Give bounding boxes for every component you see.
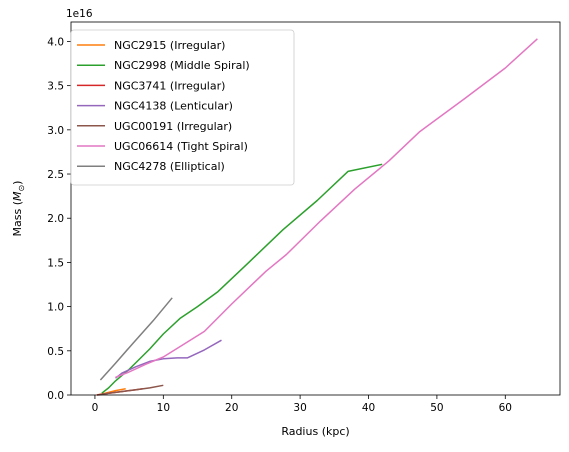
x-tick-label-5: 50 xyxy=(430,402,443,414)
legend-label-3: NGC4138 (Lenticular) xyxy=(114,100,233,113)
legend-label-0: NGC2915 (Irregular) xyxy=(114,39,225,52)
y-axis-label-subscript: ⊙ xyxy=(17,185,26,192)
legend-box xyxy=(70,29,295,186)
legend: NGC2915 (Irregular) NGC2998 (Middle Spira… xyxy=(70,29,295,186)
y-tick-label-3: 1.5 xyxy=(47,257,64,269)
plot-frame xyxy=(70,21,561,396)
y-axis: 0.0 0.5 1.0 1.5 2.0 2.5 3.0 3.5 4.0 xyxy=(47,36,71,402)
y-offset-label: 1e16 xyxy=(66,8,93,20)
y-tick-label-1: 0.5 xyxy=(47,346,64,358)
legend-label-2: NGC3741 (Irregular) xyxy=(114,79,225,92)
y-tick-label-5: 2.5 xyxy=(47,169,64,181)
x-tick-label-0: 0 xyxy=(92,402,99,414)
series-line-6 xyxy=(99,297,173,381)
series-line-1 xyxy=(101,163,383,394)
x-tick-label-3: 30 xyxy=(293,402,306,414)
series-line-5 xyxy=(115,38,538,378)
y-tick-label-0: 0.0 xyxy=(47,390,64,402)
y-tick-label-4: 2.0 xyxy=(47,213,64,225)
x-tick-label-6: 60 xyxy=(499,402,512,414)
y-axis-label-end: ) xyxy=(11,181,24,185)
x-axis: 0 10 20 30 40 50 60 xyxy=(92,395,512,414)
series-line-4 xyxy=(98,384,164,396)
x-tick-label-2: 20 xyxy=(225,402,238,414)
x-tick-label-4: 40 xyxy=(362,402,375,414)
y-axis-label-main: Mass ( xyxy=(11,201,24,236)
plot-lines xyxy=(96,38,538,396)
x-axis-label: Radius (kpc) xyxy=(281,425,349,438)
legend-label-1: NGC2998 (Middle Spiral) xyxy=(114,59,250,72)
y-tick-label-7: 3.5 xyxy=(47,81,64,93)
y-axis-label: Mass (M⊙) xyxy=(11,181,26,237)
legend-label-5: UGC06614 (Tight Spiral) xyxy=(114,140,248,153)
legend-label-6: NGC4278 (Elliptical) xyxy=(114,160,225,173)
y-tick-label-8: 4.0 xyxy=(47,36,64,48)
x-tick-label-1: 10 xyxy=(157,402,170,414)
y-tick-label-6: 3.0 xyxy=(47,125,64,137)
legend-label-4: UGC00191 (Irregular) xyxy=(114,120,232,133)
y-tick-label-2: 1.0 xyxy=(47,302,64,314)
series-line-3 xyxy=(115,339,222,379)
y-axis-label-symbol: M xyxy=(11,191,24,201)
